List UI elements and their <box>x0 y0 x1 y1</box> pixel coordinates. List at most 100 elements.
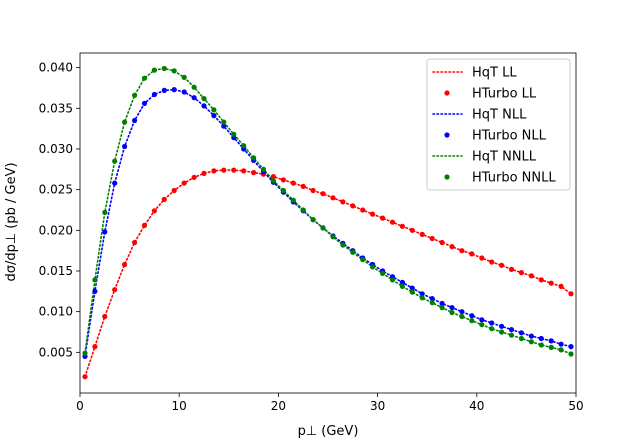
data-point-hturbo-nnll <box>92 277 98 283</box>
data-point-hturbo-nll <box>181 89 187 95</box>
data-point-hturbo-ll <box>132 239 138 246</box>
y-axis-ticks: 0.005 0.010 0.015 0.020 0.025 0.030 0.035 0.040 <box>39 61 80 359</box>
data-point-hturbo-nnll <box>201 96 207 102</box>
data-point-hturbo-nll <box>518 330 525 336</box>
data-point-hturbo-ll <box>508 266 515 272</box>
data-point-hturbo-nll <box>191 95 197 101</box>
data-point-hturbo-ll <box>568 291 574 297</box>
data-point-hturbo-nnll <box>518 335 525 342</box>
data-point-hturbo-ll <box>201 170 207 176</box>
legend-label: HqT NLL <box>472 108 527 123</box>
data-point-hturbo-ll <box>389 219 396 225</box>
data-point-hturbo-ll <box>330 195 336 201</box>
data-point-hturbo-nnll <box>558 347 564 353</box>
x-tick-label: 20 <box>271 399 286 413</box>
data-point-hturbo-ll <box>429 235 435 242</box>
y-tick-label: 0.030 <box>39 142 73 156</box>
data-point-hturbo-nll <box>499 323 505 329</box>
plot-frame <box>79 52 577 394</box>
data-point-hturbo-nll <box>508 327 515 333</box>
data-point-hturbo-nll <box>102 229 108 235</box>
data-point-hturbo-ll <box>82 374 88 380</box>
data-point-hturbo-ll <box>340 199 346 205</box>
data-point-hturbo-ll <box>171 187 177 194</box>
data-point-hturbo-nnll <box>300 207 306 213</box>
data-point-hturbo-ll <box>221 167 227 173</box>
data-point-hturbo-nnll <box>151 67 157 73</box>
data-point-hturbo-nll <box>568 344 574 350</box>
data-point-hturbo-nnll <box>171 68 177 74</box>
data-point-hturbo-nnll <box>459 313 465 320</box>
data-point-hturbo-nnll <box>241 143 247 149</box>
data-point-hturbo-nnll <box>350 249 356 255</box>
y-tick-label: 0.015 <box>39 264 73 278</box>
data-point-hturbo-nnll <box>508 332 515 338</box>
data-point-hturbo-nnll <box>82 350 88 356</box>
data-point-hturbo-ll <box>181 180 187 186</box>
data-point-hturbo-ll <box>419 231 425 237</box>
data-point-hturbo-ll <box>489 259 495 265</box>
data-point-hturbo-nnll <box>489 326 495 332</box>
data-point-hturbo-ll <box>112 287 118 293</box>
data-point-hturbo-nnll <box>122 119 128 125</box>
data-point-hturbo-nnll <box>370 264 376 270</box>
data-point-hturbo-nll <box>122 143 128 150</box>
data-point-hturbo-nnll <box>499 329 505 335</box>
data-point-hturbo-ll <box>479 255 485 261</box>
legend-box <box>426 58 571 191</box>
data-point-hturbo-ll <box>151 208 157 214</box>
data-point-hturbo-nnll <box>469 318 475 324</box>
data-point-hturbo-nnll <box>399 283 405 289</box>
data-point-hturbo-nnll <box>310 217 316 223</box>
y-tick-label: 0.035 <box>39 101 73 115</box>
legend-label: HTurbo LL <box>472 87 537 102</box>
data-point-hturbo-nll <box>479 317 485 323</box>
legend-swatch-marker <box>444 174 450 180</box>
data-point-hturbo-nnll <box>270 178 276 184</box>
data-point-hturbo-ll <box>469 251 475 257</box>
data-point-hturbo-nnll <box>181 74 187 80</box>
data-point-hturbo-nnll <box>429 300 435 306</box>
data-point-hturbo-nnll <box>290 197 296 203</box>
data-point-hturbo-nll <box>439 300 445 307</box>
data-point-hturbo-nnll <box>528 339 535 345</box>
data-point-hturbo-ll <box>439 239 445 246</box>
data-point-hturbo-nnll <box>409 289 415 295</box>
data-point-hturbo-nll <box>201 103 207 109</box>
data-point-hturbo-nnll <box>280 187 286 194</box>
data-point-hturbo-ll <box>300 183 306 189</box>
data-point-hturbo-nll <box>409 285 415 291</box>
x-axis-label: p⊥ (GeV) <box>298 424 359 439</box>
data-point-hturbo-ll <box>320 191 326 197</box>
data-point-hturbo-ll <box>449 244 455 250</box>
data-point-hturbo-nnll <box>548 344 554 350</box>
x-tick-label: 50 <box>568 399 583 413</box>
data-point-hturbo-nnll <box>419 295 425 301</box>
legend-entries: HqT LL HTurbo LL HqT NLL HTurbo NLL HqT NNLL… <box>432 66 556 186</box>
y-axis-label: dσ/dp⊥ (pb / GeV) <box>4 162 19 281</box>
data-point-hturbo-ll <box>191 174 197 180</box>
data-point-hturbo-ll <box>290 180 296 186</box>
x-tick-label: 0 <box>76 399 84 413</box>
data-point-hturbo-nnll <box>449 309 455 316</box>
data-point-hturbo-ll <box>251 170 257 176</box>
x-tick-label: 10 <box>172 399 187 413</box>
data-point-hturbo-nnll <box>380 270 386 276</box>
data-point-hturbo-ll <box>538 277 544 283</box>
data-point-hturbo-ll <box>241 168 247 174</box>
data-point-hturbo-nll <box>489 320 495 326</box>
data-point-hturbo-ll <box>370 211 376 217</box>
data-point-hturbo-nnll <box>479 322 485 328</box>
data-point-hturbo-nll <box>141 100 148 106</box>
data-point-hturbo-nll <box>151 91 157 98</box>
legend-swatch-marker <box>444 132 450 138</box>
data-point-hturbo-nnll <box>211 107 217 113</box>
data-point-hturbo-nnll <box>112 158 118 164</box>
data-point-hturbo-nnll <box>141 75 148 81</box>
legend-label: HTurbo NNLL <box>472 171 556 186</box>
data-point-hturbo-nnll <box>439 305 445 311</box>
data-point-hturbo-ll <box>92 344 98 350</box>
data-point-hturbo-nnll <box>221 119 227 125</box>
data-point-hturbo-ll <box>518 270 525 276</box>
data-point-hturbo-nnll <box>568 351 574 357</box>
